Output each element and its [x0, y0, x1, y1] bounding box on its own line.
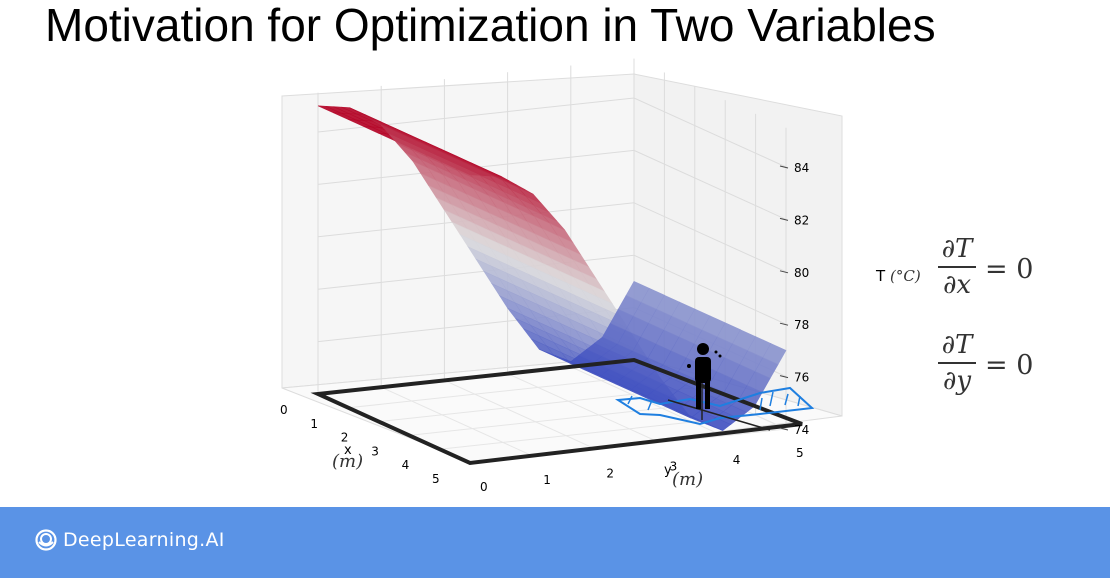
z-tickmark-82 [779, 217, 789, 221]
y-axis-ticks: 0 1 2 3 4 5 [480, 446, 804, 494]
eq1-numerator: ∂T [941, 234, 973, 264]
x-axis-ticks: 0 1 2 3 4 5 [280, 403, 440, 486]
y-tick-5: 5 [796, 446, 804, 460]
x-tick-3: 3 [371, 444, 379, 458]
footer-bar: DeepLearning.AI [0, 507, 1110, 578]
floor-gridline-y-2 [444, 379, 597, 450]
x-axis-label: x [344, 443, 352, 458]
surface-3d-chart: 0 1 2 3 4 5 0 1 2 3 4 5 74 76 78 80 82 84 x (m) y (m) T… [280, 58, 921, 494]
floor-boundary [310, 357, 803, 466]
y-tick-3: 3 [670, 460, 678, 474]
z-tick-84: 84 [794, 161, 809, 175]
z-tickmark-76 [779, 375, 789, 379]
x-axis-unit: (m) [332, 451, 363, 472]
y-axis-label: y [664, 463, 672, 478]
y-tick-4: 4 [733, 453, 741, 467]
z-axis-label: T [875, 267, 886, 285]
eq2-numerator: ∂T [941, 330, 973, 360]
brand: DeepLearning.AI [35, 529, 225, 551]
eq1-denominator: ∂x [942, 270, 972, 300]
z-axis-unit: (°C) [890, 267, 921, 285]
contour-ticks [627, 391, 801, 411]
z-tickmark-80 [779, 270, 789, 274]
temperature-surface [317, 105, 787, 431]
x-tick-1: 1 [310, 417, 318, 431]
y-tick-0: 0 [480, 480, 488, 494]
x-tick-5: 5 [432, 472, 440, 486]
z-axis-ticks: 74 76 78 80 82 84 [779, 161, 809, 437]
z-tick-74: 74 [794, 423, 809, 437]
z-tickmark-74 [779, 427, 789, 431]
z-tick-76: 76 [794, 371, 809, 385]
z-tickmark-78 [779, 322, 789, 326]
eq1-fraction-bar [938, 266, 976, 268]
y-axis-unit: (m) [672, 469, 703, 490]
slide-title: Motivation for Optimization in Two Varia… [45, 0, 936, 51]
z-tick-80: 80 [794, 266, 809, 280]
floor-gridline-y-1 [380, 386, 534, 457]
y-tick-1: 1 [543, 473, 551, 487]
equation-1-fraction: ∂T ∂x [938, 234, 976, 300]
z-tick-82: 82 [794, 213, 809, 227]
y-tick-2: 2 [606, 466, 614, 480]
equation-2-fraction: ∂T ∂y [938, 330, 976, 396]
x-tick-2: 2 [341, 431, 349, 445]
contour-projection [614, 386, 815, 426]
eq2-fraction-bar [938, 362, 976, 364]
x-tick-0: 0 [280, 403, 288, 417]
eq2-rhs: = 0 [985, 350, 1034, 381]
person-icon [687, 343, 722, 409]
deeplearning-logo-icon [35, 529, 57, 551]
eq2-denominator: ∂y [942, 366, 972, 396]
brand-name: DeepLearning.AI [63, 529, 225, 551]
surface-patch [625, 281, 650, 303]
x-tick-4: 4 [402, 458, 410, 472]
z-tickmark-84 [779, 165, 789, 169]
eq1-rhs: = 0 [985, 254, 1034, 285]
floor-gridline-y-3 [507, 373, 660, 444]
minimum-crosshair-a [667, 399, 771, 431]
z-tick-78: 78 [794, 318, 809, 332]
